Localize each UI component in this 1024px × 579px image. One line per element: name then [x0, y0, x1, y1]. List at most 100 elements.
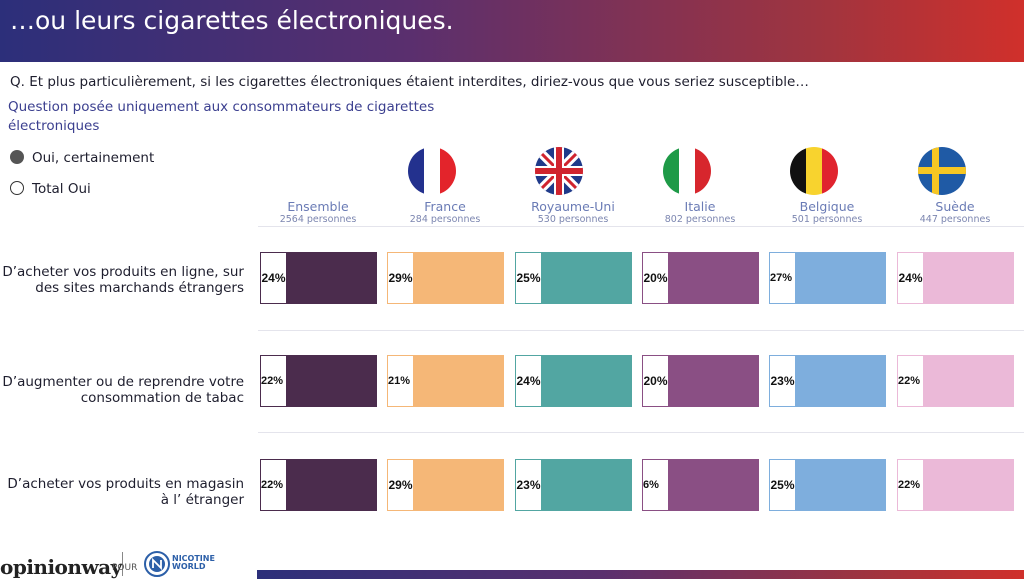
bar-cell: 23% — [769, 355, 886, 407]
bar — [924, 252, 1014, 304]
value-label: 6% — [642, 459, 669, 511]
column-header: Belgique 501 personnes — [768, 199, 886, 225]
header-banner: …ou leurs cigarettes électroniques. — [0, 0, 1024, 62]
value-label: 23% — [769, 355, 796, 407]
value-label: 20% — [642, 252, 669, 304]
legend-label: Total Oui — [32, 181, 91, 197]
bar — [414, 252, 504, 304]
bar-cell: 25% — [515, 252, 632, 304]
row-label-tabac: D’augmenter ou de reprendre votre consom… — [2, 374, 244, 406]
bar-cell: 20% — [642, 252, 759, 304]
bar — [287, 355, 377, 407]
bar — [287, 252, 377, 304]
nicotine-world-logo: NICOTINE WORLD — [172, 555, 215, 571]
value-label: 24% — [515, 355, 542, 407]
partner-line1: NICOTINE — [172, 554, 215, 563]
bar-cell: 20% — [642, 355, 759, 407]
bar — [287, 459, 377, 511]
bar — [924, 459, 1014, 511]
column-sample-size: 530 personnes — [537, 214, 609, 225]
column-name: Italie — [684, 199, 716, 214]
value-label: 27% — [769, 252, 796, 304]
bar-cell: 22% — [260, 459, 377, 511]
pour-label: POUR — [112, 563, 138, 573]
bar-cell: 22% — [260, 355, 377, 407]
belgium-flag-icon — [790, 147, 838, 195]
empty-circle-icon — [10, 181, 24, 195]
column-sample-size: 284 personnes — [409, 214, 481, 225]
value-label: 22% — [260, 355, 287, 407]
sweden-flag-icon — [918, 147, 966, 195]
partner-line2: WORLD — [172, 562, 206, 571]
column-name: Royaume-Uni — [531, 199, 615, 214]
bar-cell: 21% — [387, 355, 504, 407]
value-label: 22% — [260, 459, 287, 511]
france-flag-icon — [408, 147, 456, 195]
value-label: 25% — [515, 252, 542, 304]
bar — [669, 459, 759, 511]
column-header: Ensemble 2564 personnes — [259, 199, 377, 225]
column-header: Suède 447 personnes — [896, 199, 1014, 225]
row-separator — [258, 226, 1024, 227]
column-name: Suède — [935, 199, 975, 214]
filled-circle-icon — [10, 150, 24, 164]
value-label: 20% — [642, 355, 669, 407]
bar-cell: 6% — [642, 459, 759, 511]
column-header: Italie 802 personnes — [641, 199, 759, 225]
bar — [669, 252, 759, 304]
bar — [542, 459, 632, 511]
bar-cell: 24% — [897, 252, 1014, 304]
italy-flag-icon — [663, 147, 711, 195]
legend-item-oui-certainement: Oui, certainement — [10, 150, 154, 166]
bar-cell: 29% — [387, 252, 504, 304]
value-label: 24% — [897, 252, 924, 304]
value-label: 24% — [260, 252, 287, 304]
bar — [796, 252, 886, 304]
column-sample-size: 2564 personnes — [279, 214, 357, 225]
column-header: France 284 personnes — [386, 199, 504, 225]
legend-item-total-oui: Total Oui — [10, 181, 91, 197]
bar-cell: 22% — [897, 459, 1014, 511]
column-header: Royaume-Uni 530 personnes — [514, 199, 632, 225]
column-name: Ensemble — [287, 199, 349, 214]
value-label: 22% — [897, 355, 924, 407]
column-name: France — [424, 199, 466, 214]
uk-flag-icon — [535, 147, 583, 195]
bar-cell: 24% — [515, 355, 632, 407]
bar-cell: 23% — [515, 459, 632, 511]
column-name: Belgique — [799, 199, 855, 214]
value-label: 21% — [387, 355, 414, 407]
row-label-en-ligne: D’acheter vos produits en ligne, sur des… — [2, 264, 244, 296]
value-label: 29% — [387, 459, 414, 511]
page-title: …ou leurs cigarettes électroniques. — [10, 6, 454, 35]
bar — [669, 355, 759, 407]
row-separator — [258, 432, 1024, 433]
logo-divider — [122, 552, 123, 576]
bar-cell: 27% — [769, 252, 886, 304]
bar — [796, 355, 886, 407]
bar — [796, 459, 886, 511]
bar — [924, 355, 1014, 407]
question-text: Q. Et plus particulièrement, si les ciga… — [10, 74, 809, 90]
row-label-magasin: D’acheter vos produits en magasin à l’ é… — [7, 476, 244, 508]
value-label: 23% — [515, 459, 542, 511]
footer-gradient-bar — [257, 570, 1024, 579]
question-subnote: Question posée uniquement aux consommate… — [8, 99, 435, 134]
column-sample-size: 802 personnes — [664, 214, 736, 225]
bar — [542, 355, 632, 407]
column-sample-size: 501 personnes — [791, 214, 863, 225]
column-sample-size: 447 personnes — [919, 214, 991, 225]
bar-cell: 24% — [260, 252, 377, 304]
legend-label: Oui, certainement — [32, 150, 155, 166]
bar-cell: 29% — [387, 459, 504, 511]
bar — [542, 252, 632, 304]
bar-cell: 25% — [769, 459, 886, 511]
row-separator — [258, 330, 1024, 331]
opinionway-logo: opinionway — [0, 555, 122, 579]
bar-cell: 22% — [897, 355, 1014, 407]
bar — [414, 355, 504, 407]
nicotine-world-logo-icon — [144, 551, 170, 577]
value-label: 25% — [769, 459, 796, 511]
value-label: 29% — [387, 252, 414, 304]
bar — [414, 459, 504, 511]
